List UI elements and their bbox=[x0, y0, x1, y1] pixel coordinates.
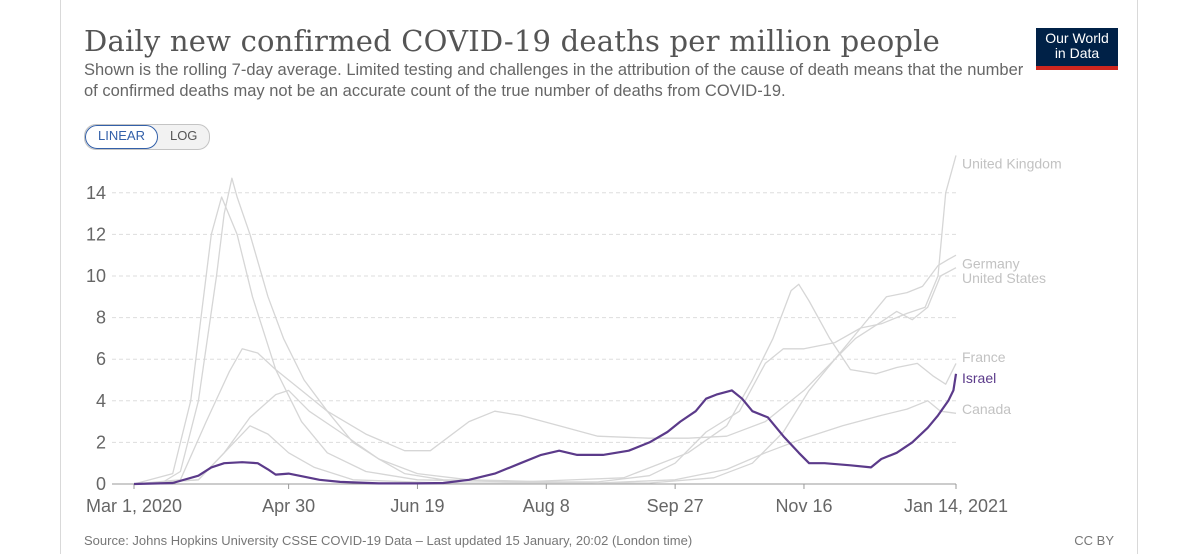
x-tick-label: Apr 30 bbox=[262, 496, 315, 516]
series-label-united-kingdom[interactable]: United Kingdom bbox=[962, 156, 1062, 172]
logo-line-2: in Data bbox=[1054, 45, 1100, 61]
linear-scale-button[interactable]: LINEAR bbox=[85, 125, 158, 149]
y-tick-label: 6 bbox=[96, 349, 106, 369]
logo-line-1: Our World bbox=[1045, 30, 1109, 46]
chart-title: Daily new confirmed COVID-19 deaths per … bbox=[84, 24, 941, 58]
x-tick-label: Nov 16 bbox=[775, 496, 832, 516]
series-line-united-kingdom[interactable] bbox=[134, 155, 957, 485]
y-tick-label: 8 bbox=[96, 308, 106, 328]
series-line-israel[interactable] bbox=[133, 373, 958, 486]
owid-logo[interactable]: Our World in Data bbox=[1036, 28, 1118, 70]
series-line-united-states[interactable] bbox=[133, 267, 957, 485]
y-tick-label: 10 bbox=[86, 266, 106, 286]
series-line-canada[interactable] bbox=[133, 389, 957, 485]
y-axis-ticks: 0 2 4 6 8 10 12 14 bbox=[86, 183, 106, 494]
x-tick-label: Jun 19 bbox=[390, 496, 444, 516]
y-tick-label: 2 bbox=[96, 432, 106, 452]
chart-frame bbox=[60, 0, 1138, 554]
series-label-canada[interactable]: Canada bbox=[962, 401, 1011, 417]
x-axis-ticks: Mar 1, 2020 Apr 30 Jun 19 Aug 8 Sep 27 Nov 16… bbox=[86, 484, 1008, 516]
series-label-israel[interactable]: Israel bbox=[962, 370, 996, 386]
y-tick-label: 4 bbox=[96, 391, 106, 411]
log-scale-button[interactable]: LOG bbox=[169, 128, 198, 143]
series-line-germany[interactable] bbox=[133, 254, 957, 485]
series-lines[interactable] bbox=[133, 155, 958, 486]
series-label-france[interactable]: France bbox=[962, 349, 1006, 365]
y-tick-label: 0 bbox=[96, 474, 106, 494]
source-note[interactable]: Source: Johns Hopkins University CSSE CO… bbox=[84, 533, 693, 548]
y-tick-label: 12 bbox=[86, 224, 106, 244]
series-label-germany[interactable]: Germany bbox=[962, 256, 1020, 272]
x-tick-label: Aug 8 bbox=[523, 496, 570, 516]
grid-lines bbox=[112, 192, 956, 485]
license-label[interactable]: CC BY bbox=[1074, 533, 1114, 548]
x-tick-label: Mar 1, 2020 bbox=[86, 496, 182, 516]
x-tick-label: Jan 14, 2021 bbox=[904, 496, 1008, 516]
scale-toggle: LINEAR LOG bbox=[84, 124, 211, 150]
chart-subtitle: Shown is the rolling 7-day average. Limi… bbox=[84, 61, 1024, 100]
series-line-france[interactable] bbox=[133, 196, 957, 485]
x-tick-label: Sep 27 bbox=[647, 496, 704, 516]
series-label-united-states[interactable]: United States bbox=[962, 270, 1046, 286]
y-tick-label: 14 bbox=[86, 183, 106, 203]
